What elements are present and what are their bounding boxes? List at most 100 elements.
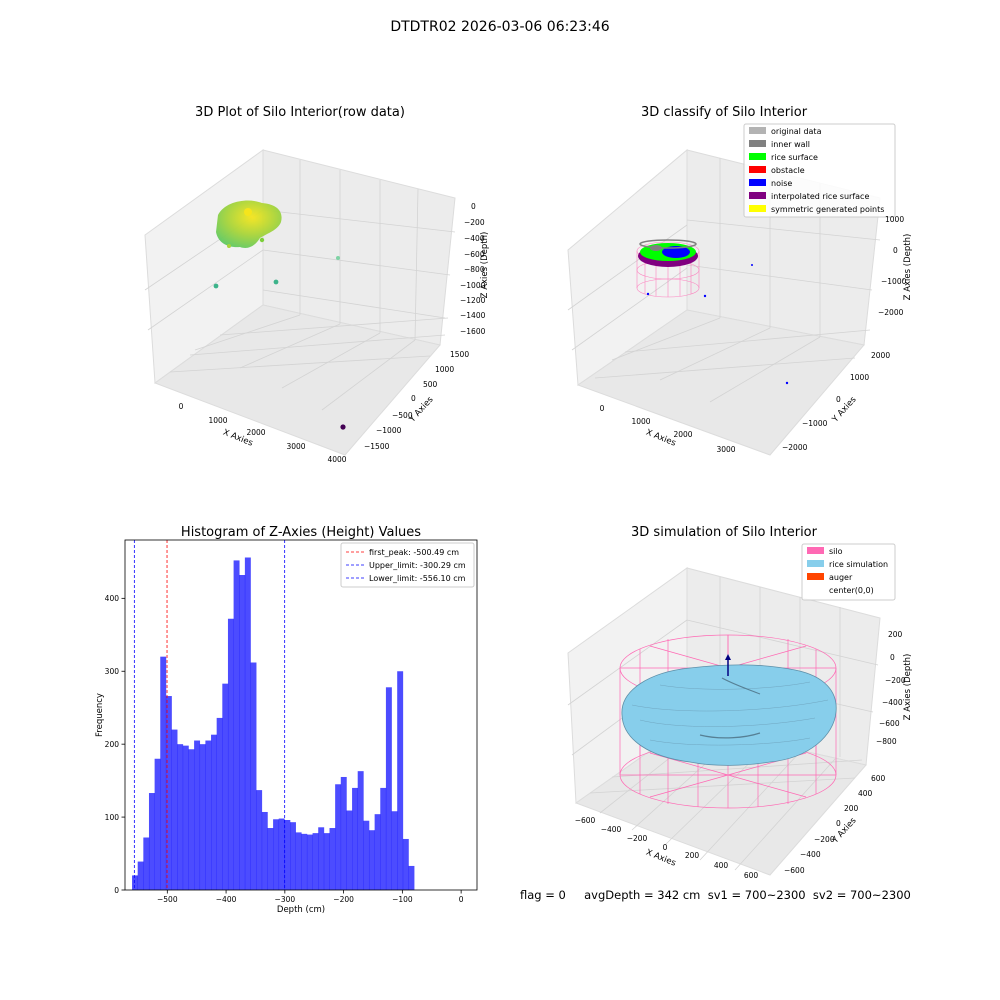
tick-label: −1600: [460, 327, 486, 336]
tick-label: 1000: [435, 365, 454, 374]
histogram-bar: [357, 771, 364, 890]
classify-legend: original data inner wall rice surface obsta…: [743, 123, 896, 218]
histogram-bar: [267, 828, 274, 890]
y-axis-ticks: 0 100 200 300 400: [105, 594, 125, 895]
tick-label: 0: [179, 402, 184, 411]
legend-label: rice surface: [771, 153, 818, 162]
legend-frame: [743, 123, 896, 218]
legend-label: original data: [771, 127, 822, 136]
legend-label: inner wall: [771, 140, 810, 149]
rice-simulation-surface: [621, 664, 837, 766]
panel-raw-title: 3D Plot of Silo Interior(row data): [195, 105, 405, 120]
histogram-bar: [182, 745, 189, 890]
histogram-bar: [199, 744, 206, 890]
status-readout: flag = 0 avgDepth = 342 cm sv1 = 700~230…: [520, 888, 911, 902]
sim-zlabel: Z Axies (Depth): [903, 654, 913, 721]
tick-label: −1000: [881, 277, 907, 286]
axes-frame: [124, 539, 478, 891]
sim-xlabel: X Axies: [644, 848, 677, 869]
legend-label: obstacle: [771, 166, 805, 175]
tick-label: −600: [575, 816, 596, 825]
tick-label: 1500: [450, 350, 469, 359]
tick-label: −400: [601, 825, 622, 834]
histogram-bar: [256, 790, 263, 890]
histogram-bar: [380, 787, 387, 890]
histogram-bar: [194, 740, 201, 890]
tick-label: 600: [871, 774, 886, 783]
noise-point: [703, 294, 707, 298]
histogram-bar: [346, 810, 353, 890]
legend-label: first_peak: -500.49 cm: [369, 548, 459, 557]
histogram-bar: [244, 557, 251, 890]
legend-label: center(0,0): [829, 586, 874, 595]
tick-label: −600: [464, 250, 485, 259]
legend-frame: [801, 543, 896, 601]
legend-label: auger: [829, 573, 853, 582]
tick-label: 0: [836, 395, 841, 404]
tick-label: 0: [890, 653, 895, 662]
histogram-bar: [148, 793, 155, 890]
legend-label: silo: [829, 547, 843, 556]
raw-zlabel: Z Axies (Depth): [480, 232, 490, 299]
histogram-bar: [216, 717, 223, 890]
outlier-point: [213, 283, 219, 289]
tick-label: −200: [464, 218, 485, 227]
tick-label: −1000: [460, 281, 486, 290]
tick-label: −100: [392, 895, 413, 904]
pane-grid: [144, 160, 456, 411]
histogram-bar: [290, 822, 296, 890]
tick-label: −200: [333, 895, 354, 904]
tick-label: 4000: [327, 455, 346, 464]
tick-label: −1400: [460, 311, 486, 320]
histogram-bar: [137, 861, 144, 890]
classify-ylabel: Y Axies: [830, 394, 859, 425]
histogram-bar: [250, 662, 257, 890]
histogram-bar: [261, 811, 268, 890]
tick-label: 3000: [716, 445, 735, 454]
tick-label: −600: [784, 866, 805, 875]
histogram-bar: [402, 838, 409, 890]
tick-label: 1000: [885, 215, 904, 224]
tick-label: 2000: [246, 428, 265, 437]
rice-simulation-shading: [631, 677, 829, 746]
tick-label: 3000: [286, 442, 305, 451]
histogram-bar: [171, 729, 178, 890]
tick-label: 600: [744, 871, 759, 880]
panel-classify-title: 3D classify of Silo Interior: [641, 105, 808, 120]
histogram-xlabel: Depth (cm): [277, 905, 325, 915]
outlier-point: [336, 256, 340, 260]
tick-label: −1200: [460, 296, 486, 305]
x-axis-ticks: −500 −400 −300 −200 −100 0: [157, 890, 464, 904]
outlier-point: [273, 279, 279, 285]
sim-z-ticks: 200 0 −200 −400 −600 −800: [876, 630, 906, 746]
auger-marker: [725, 654, 731, 676]
tick-label: −2000: [878, 308, 904, 317]
tick-label: −400: [216, 895, 237, 904]
tick-label: 0: [114, 886, 119, 895]
histogram-bar: [408, 865, 415, 890]
legend-swatch: [807, 560, 824, 567]
pane-floor: [576, 309, 865, 456]
tick-label: 0: [893, 246, 898, 255]
histogram-bar: [132, 875, 138, 890]
histogram-bar: [318, 827, 325, 890]
tick-label: 100: [105, 813, 120, 822]
tick-label: −2000: [782, 443, 808, 452]
legend-swatch: [749, 140, 766, 147]
legend-swatch: [807, 573, 824, 580]
histogram-bar: [295, 832, 302, 890]
tick-label: −200: [885, 676, 906, 685]
tick-label: 2000: [871, 351, 890, 360]
tick-label: −300: [275, 895, 296, 904]
tick-label: −600: [879, 719, 900, 728]
tick-label: 0: [459, 895, 464, 904]
histogram-bar: [211, 734, 217, 890]
tick-label: 400: [714, 861, 729, 870]
legend-label: symmetric generated points: [771, 205, 884, 214]
classify-y-ticks: 2000 1000 0 −1000 −2000: [782, 351, 890, 452]
tick-label: −400: [464, 234, 485, 243]
histogram-bar: [340, 776, 347, 890]
legend-swatch: [807, 547, 824, 554]
panel-histogram: Histogram of Z-Axies (Height) Values −50…: [95, 525, 478, 915]
histogram-bar: [273, 819, 280, 890]
